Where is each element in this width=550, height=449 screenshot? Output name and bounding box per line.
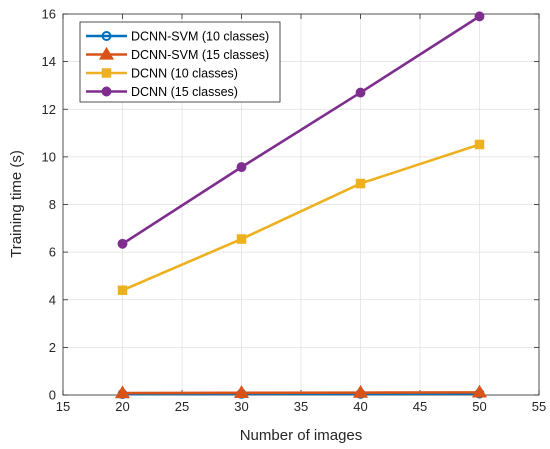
y-tick-label: 0	[49, 388, 56, 403]
data-point	[117, 238, 128, 249]
legend-item: DCNN (15 classes)	[86, 85, 238, 99]
x-tick-label: 35	[294, 399, 308, 414]
y-tick-label: 14	[42, 54, 56, 69]
data-point	[355, 178, 366, 189]
legend-item: DCNN (10 classes)	[86, 67, 238, 81]
data-point	[474, 139, 485, 150]
legend-label: DCNN (15 classes)	[131, 85, 238, 99]
x-tick-label: 55	[532, 399, 546, 414]
legend: DCNN-SVM (10 classes) DCNN-SVM (15 classe…	[79, 21, 281, 103]
legend-marker	[98, 46, 115, 60]
y-tick-label: 4	[49, 292, 56, 307]
data-point	[471, 384, 488, 398]
legend-label: DCNN (10 classes)	[131, 67, 238, 81]
series-4	[117, 11, 485, 249]
legend-item: DCNN-SVM (15 classes)	[86, 46, 269, 62]
y-tick-label: 6	[49, 245, 56, 260]
y-tick-label: 12	[42, 102, 56, 117]
data-point	[114, 385, 131, 399]
data-point	[355, 87, 366, 98]
x-tick-label: 15	[56, 399, 70, 414]
x-tick-label: 40	[353, 399, 367, 414]
grid-lines	[63, 14, 539, 395]
series-2	[114, 384, 488, 399]
data-point	[236, 234, 247, 244]
legend-marker	[101, 68, 112, 78]
legend-marker	[101, 86, 112, 97]
series-line	[121, 15, 481, 245]
x-tick-label: 45	[413, 399, 427, 414]
legend-label: DCNN-SVM (10 classes)	[131, 30, 269, 44]
data-point	[236, 162, 247, 173]
data-point	[352, 384, 369, 398]
y-tick-label: 16	[42, 7, 56, 22]
y-tick-label: 10	[42, 149, 56, 164]
series-3	[117, 139, 485, 295]
legend-marker	[101, 31, 112, 41]
x-tick-label: 30	[234, 399, 248, 414]
series-group	[114, 11, 488, 400]
y-tick-label: 8	[49, 197, 56, 212]
x-tick-label: 20	[115, 399, 129, 414]
x-tick-label: 25	[175, 399, 189, 414]
data-point	[233, 385, 250, 399]
series-line	[121, 143, 480, 292]
x-axis-label: Number of images	[240, 427, 363, 444]
y-tick-label: 2	[49, 340, 56, 355]
legend-label: DCNN-SVM (15 classes)	[131, 48, 269, 62]
series-line	[122, 391, 480, 395]
y-axis-label: Training time (s)	[8, 150, 25, 258]
legend-item: DCNN-SVM (10 classes)	[86, 30, 269, 44]
x-tick-label: 50	[472, 399, 486, 414]
data-point	[474, 11, 485, 22]
data-point	[117, 285, 128, 295]
